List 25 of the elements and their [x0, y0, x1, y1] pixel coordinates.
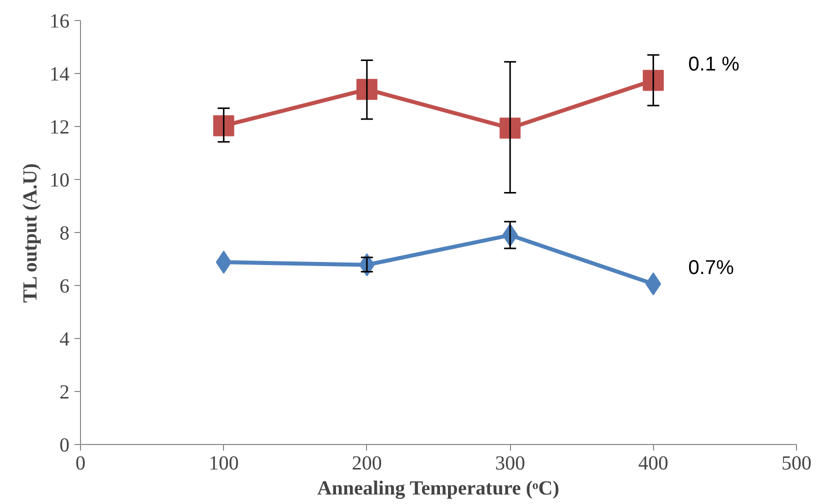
x-tick-label: 100 [208, 452, 239, 474]
x-tick-label: 300 [495, 452, 526, 474]
y-tick-label: 0 [60, 434, 70, 456]
series-label: 0.1 % [688, 53, 740, 76]
x-tick-label: 200 [352, 452, 382, 474]
y-tick-label: 6 [60, 276, 70, 298]
series-label: 0.7% [688, 256, 734, 279]
y-tick-label: 2 [60, 382, 70, 404]
point [356, 78, 378, 100]
point [642, 70, 664, 91]
y-tick-label: 4 [60, 328, 70, 350]
point [213, 115, 234, 136]
y-tick-label: 16 [50, 10, 70, 32]
x-tick-label: 400 [638, 452, 668, 474]
y-tick-label: 12 [50, 116, 70, 138]
x-axis-title: Annealing Temperature (ᵒC) [317, 478, 560, 500]
point [500, 118, 521, 139]
x-tick-label: 500 [782, 452, 812, 474]
y-tick-label: 8 [60, 222, 70, 244]
point [645, 272, 662, 296]
point [216, 250, 232, 274]
x-tick-label: 0 [76, 452, 86, 474]
y-tick-label: 14 [50, 64, 70, 86]
y-tick-label: 10 [50, 170, 70, 192]
y-axis-title: TL output (A.U) [20, 163, 42, 303]
